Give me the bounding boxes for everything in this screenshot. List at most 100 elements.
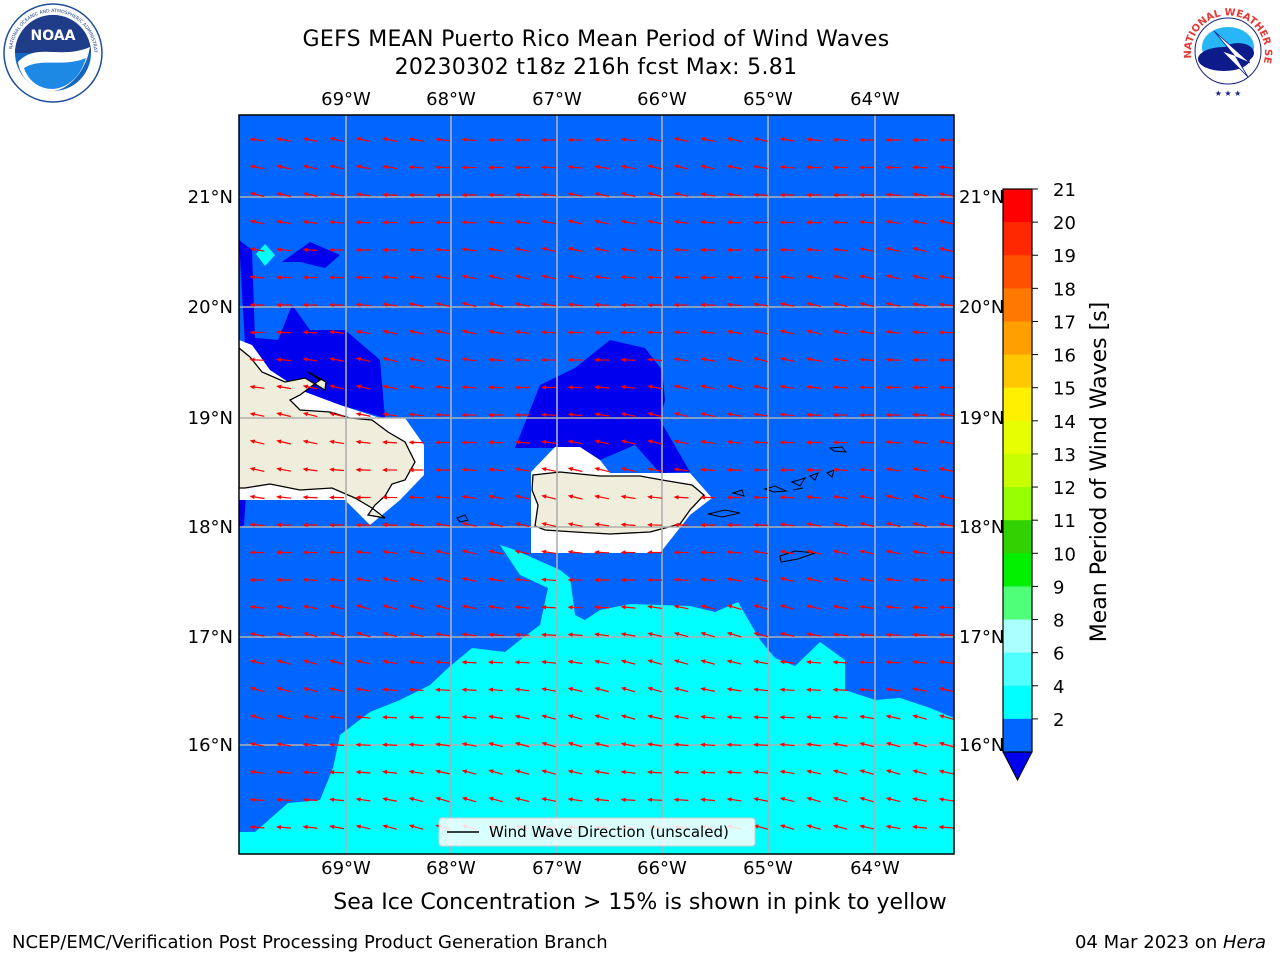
wind-arrow xyxy=(859,192,875,198)
wind-arrow xyxy=(700,659,715,665)
wind-arrow xyxy=(408,384,424,390)
wind-arrow xyxy=(779,549,795,555)
wind-arrow xyxy=(753,715,769,720)
wind-arrow xyxy=(832,824,848,830)
wind-arrow xyxy=(620,632,636,637)
wind-arrow xyxy=(753,631,768,638)
wind-arrow xyxy=(567,192,583,197)
wind-arrow xyxy=(673,577,689,582)
wind-arrow xyxy=(700,384,715,390)
wind-arrow xyxy=(514,165,530,170)
wind-arrow xyxy=(302,824,318,830)
wind-arrow xyxy=(673,302,689,308)
wind-arrow xyxy=(806,412,822,418)
wind-arrow xyxy=(488,660,504,665)
colorbar-segment xyxy=(1003,420,1032,455)
wind-arrow xyxy=(541,165,557,170)
wind-arrow xyxy=(567,687,583,693)
wind-arrow xyxy=(594,550,610,555)
wind-arrow xyxy=(647,137,663,142)
wind-arrow xyxy=(355,137,371,143)
wind-arrow xyxy=(700,550,716,555)
wind-arrow xyxy=(382,220,398,225)
wind-arrow xyxy=(700,220,716,225)
wind-arrow xyxy=(726,659,742,665)
wind-arrow xyxy=(620,247,636,252)
lat-label-right: 21°N xyxy=(959,187,1004,208)
wind-arrow xyxy=(488,742,503,748)
wind-arrow xyxy=(514,769,530,775)
wind-arrow xyxy=(673,770,689,775)
wind-arrow xyxy=(355,742,371,748)
mid-period-region-south xyxy=(239,545,954,854)
wind-arrow xyxy=(673,192,689,197)
wind-arrow xyxy=(806,577,821,583)
wind-arrow xyxy=(514,660,530,665)
wind-arrow xyxy=(700,770,716,775)
wind-arrow xyxy=(249,577,265,583)
wind-arrow xyxy=(885,660,901,665)
wind-arrow xyxy=(461,302,477,308)
wind-arrow xyxy=(647,550,663,555)
wind-arrow xyxy=(647,686,662,693)
wind-arrow xyxy=(514,412,530,418)
wind-arrow xyxy=(726,687,742,692)
wind-arrow xyxy=(859,769,874,775)
wind-arrow xyxy=(435,247,451,252)
wind-arrow xyxy=(408,164,424,170)
wind-arrow xyxy=(726,522,742,528)
lon-label-top: 66°W xyxy=(637,89,687,110)
wind-arrow xyxy=(938,522,954,527)
wind-arrow xyxy=(673,330,689,335)
wind-arrow xyxy=(753,742,769,747)
wind-arrow xyxy=(249,659,265,665)
wind-arrow xyxy=(620,467,636,473)
wind-arrow xyxy=(832,247,848,252)
wind-arrow xyxy=(541,632,557,638)
wind-arrow xyxy=(938,659,954,665)
wind-arrow xyxy=(329,550,345,555)
wind-arrow xyxy=(408,137,424,142)
wind-arrow xyxy=(700,412,715,418)
wind-arrow xyxy=(382,357,397,363)
wind-arrow xyxy=(435,495,451,500)
wind-arrow xyxy=(249,714,265,720)
wind-arrow xyxy=(806,824,821,830)
wind-arrow xyxy=(302,412,318,418)
longitude-labels-bottom: 69°W 68°W 67°W 66°W 65°W 64°W xyxy=(321,858,900,879)
wind-arrow xyxy=(461,385,477,390)
wind-arrow xyxy=(912,632,928,638)
wind-arrow xyxy=(620,384,636,390)
wind-arrow xyxy=(514,549,530,555)
colorbar-frame xyxy=(1002,188,1033,753)
wind-arrow xyxy=(382,412,398,417)
wind-arrow xyxy=(408,632,424,637)
wind-arrow xyxy=(620,494,636,500)
wind-arrow xyxy=(594,302,610,308)
wind-arrow xyxy=(620,659,636,665)
wind-arrow xyxy=(620,137,636,142)
wind-arrow xyxy=(329,137,344,143)
wind-arrow xyxy=(938,302,954,307)
wind-arrow xyxy=(620,192,636,198)
lon-label-top: 69°W xyxy=(321,89,371,110)
wind-arrow xyxy=(382,440,398,445)
wind-arrow xyxy=(276,164,291,170)
wind-arrow xyxy=(938,192,954,197)
wind-arrow xyxy=(806,604,821,610)
land-virgin-islands-4 xyxy=(809,469,835,481)
wind-arrow xyxy=(885,797,901,803)
wind-arrow xyxy=(541,522,556,527)
legend-label: Wind Wave Direction (unscaled) xyxy=(489,823,729,841)
wind-arrow xyxy=(302,275,318,280)
wind-arrow xyxy=(408,192,424,198)
wind-arrow xyxy=(302,439,318,445)
wind-arrow xyxy=(753,220,769,225)
wind-arrow xyxy=(700,137,715,143)
wind-arrow xyxy=(647,439,662,445)
wind-arrow xyxy=(461,165,477,170)
wind-arrow xyxy=(355,824,371,830)
wind-arrow xyxy=(249,357,265,363)
wind-arrow xyxy=(355,797,371,802)
wind-arrow xyxy=(700,797,716,802)
